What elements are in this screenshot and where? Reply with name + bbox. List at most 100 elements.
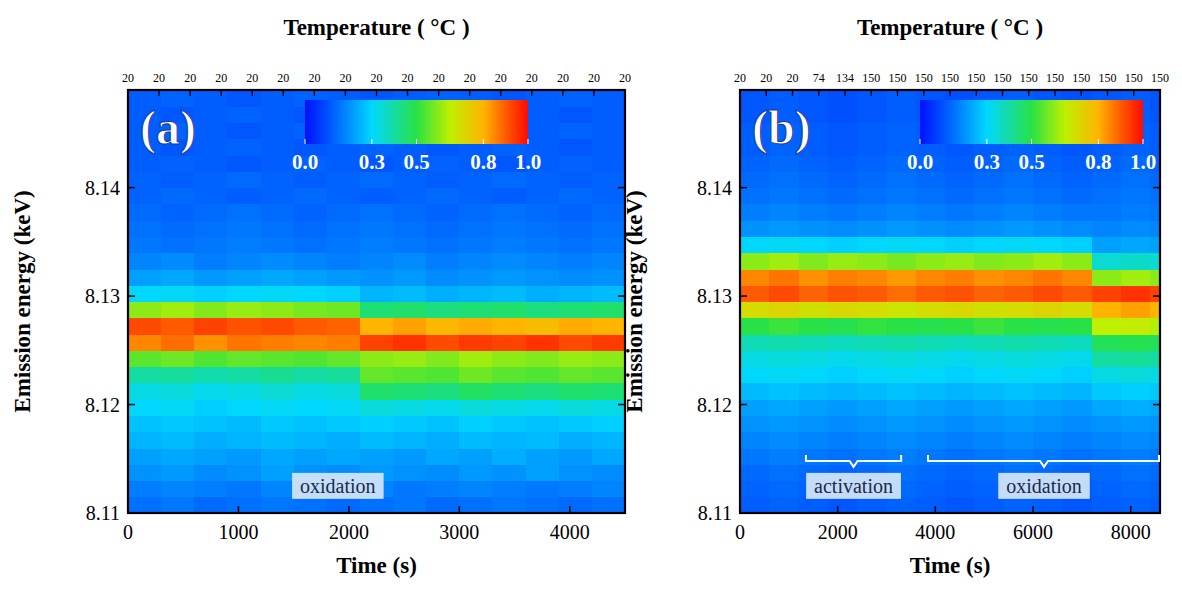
- cell: [426, 236, 460, 253]
- cell: [592, 432, 625, 449]
- cell: [828, 497, 858, 513]
- cell: [945, 497, 975, 513]
- cell: [769, 236, 799, 253]
- cell: [916, 383, 946, 400]
- cell: [128, 464, 162, 481]
- cell: [1150, 432, 1160, 449]
- cell: [194, 318, 228, 335]
- cell: [393, 480, 427, 497]
- x2-tick-label: 150: [1020, 71, 1038, 85]
- cell: [559, 123, 593, 140]
- cell: [426, 432, 460, 449]
- cell: [1121, 415, 1151, 432]
- cell: [1004, 220, 1034, 237]
- y-tick: [128, 295, 135, 297]
- cell: [1150, 123, 1160, 140]
- cell: [1150, 204, 1160, 221]
- cell: [740, 318, 770, 335]
- cell: [161, 253, 195, 270]
- cell: [857, 285, 887, 302]
- cells: [740, 90, 1160, 513]
- cell: [459, 285, 493, 302]
- cell: [592, 106, 625, 123]
- y-tick: [128, 187, 135, 189]
- cell: [526, 350, 560, 367]
- cell: [1121, 334, 1151, 351]
- cell: [360, 497, 394, 513]
- cell: [161, 318, 195, 335]
- annotation: oxidation: [1006, 475, 1082, 497]
- cell: [128, 204, 162, 221]
- cell: [393, 318, 427, 335]
- cell: [128, 171, 162, 188]
- cell: [1004, 415, 1034, 432]
- y-tick-right: [1153, 404, 1160, 406]
- cell: [857, 269, 887, 286]
- cell: [327, 155, 361, 172]
- cell: [294, 383, 328, 400]
- cell: [1150, 269, 1160, 286]
- colorbar-label: 0.8: [470, 150, 496, 174]
- cell: [945, 155, 975, 172]
- y-tick: [128, 404, 135, 406]
- x2-tick-label: 20: [557, 71, 569, 85]
- x2-tick: [593, 90, 594, 96]
- colorbar-tick: [483, 139, 484, 144]
- x2-tick-label: 20: [122, 71, 134, 85]
- cell: [128, 236, 162, 253]
- cell: [1121, 399, 1151, 416]
- cell: [887, 123, 917, 140]
- cell: [492, 334, 526, 351]
- cell: [916, 334, 946, 351]
- cell: [161, 448, 195, 465]
- cell: [857, 171, 887, 188]
- cell: [916, 302, 946, 319]
- cell: [327, 383, 361, 400]
- colorbar-label: 0.5: [403, 150, 429, 174]
- cell: [261, 464, 295, 481]
- cell: [1121, 448, 1151, 465]
- cell: [592, 171, 625, 188]
- cell: [916, 415, 946, 432]
- cell: [592, 334, 625, 351]
- cell: [1092, 399, 1122, 416]
- cell: [828, 253, 858, 270]
- cell: [1062, 220, 1092, 237]
- cell: [945, 269, 975, 286]
- cell: [194, 236, 228, 253]
- cell: [227, 350, 261, 367]
- cell: [828, 432, 858, 449]
- x2-tick-label: 20: [153, 71, 165, 85]
- cell: [828, 448, 858, 465]
- cell: [194, 171, 228, 188]
- x-tick-label: 4000: [915, 521, 955, 543]
- cell: [559, 334, 593, 351]
- cell: [592, 497, 625, 513]
- cell: [916, 188, 946, 205]
- cell: [526, 415, 560, 432]
- cell: [799, 448, 829, 465]
- cell: [916, 350, 946, 367]
- cell: [426, 464, 460, 481]
- x-tick-label: 0: [735, 521, 745, 543]
- cell: [393, 220, 427, 237]
- cell: [559, 204, 593, 221]
- cell: [559, 106, 593, 123]
- cell: [769, 269, 799, 286]
- cell: [128, 318, 162, 335]
- x2-tick-label: 150: [862, 71, 880, 85]
- cell: [945, 204, 975, 221]
- cell: [857, 415, 887, 432]
- cell: [559, 399, 593, 416]
- x2-tick: [1028, 90, 1029, 96]
- x2-tick-label: 150: [889, 71, 907, 85]
- cell: [194, 269, 228, 286]
- colorbar-tick: [920, 139, 921, 144]
- cell: [559, 367, 593, 384]
- cell: [1062, 399, 1092, 416]
- cell: [128, 480, 162, 497]
- cell: [393, 188, 427, 205]
- cell: [1150, 480, 1160, 497]
- cell: [769, 302, 799, 319]
- x2-tick-label: 20: [495, 71, 507, 85]
